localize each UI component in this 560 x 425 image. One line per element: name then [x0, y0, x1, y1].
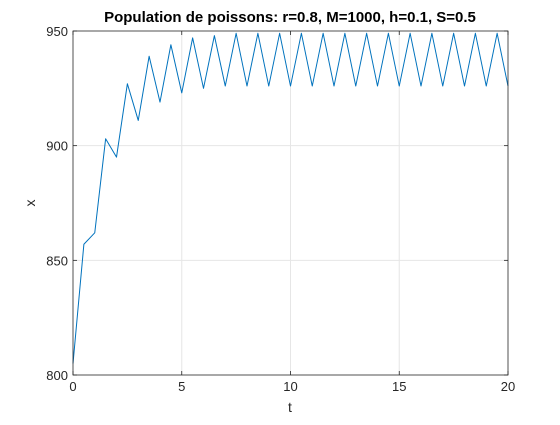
y-tick-label: 950: [46, 24, 68, 39]
x-tick-label: 10: [283, 379, 297, 394]
chart-title: Population de poissons: r=0.8, M=1000, h…: [104, 9, 476, 26]
y-tick-label: 900: [46, 139, 68, 154]
y-tick-label: 800: [46, 368, 68, 383]
ticks: 0 5 10 15 20 800 850 900 950: [46, 24, 515, 394]
x-tick-label: 15: [392, 379, 406, 394]
x-tick-label: 20: [501, 379, 515, 394]
grid: [73, 31, 508, 375]
x-tick-label: 5: [178, 379, 185, 394]
y-tick-label: 850: [46, 253, 68, 268]
x-axis-label: t: [288, 399, 292, 415]
series-line: [72, 32, 509, 364]
x-tick-label: 0: [69, 379, 76, 394]
y-axis-label: x: [22, 200, 38, 207]
